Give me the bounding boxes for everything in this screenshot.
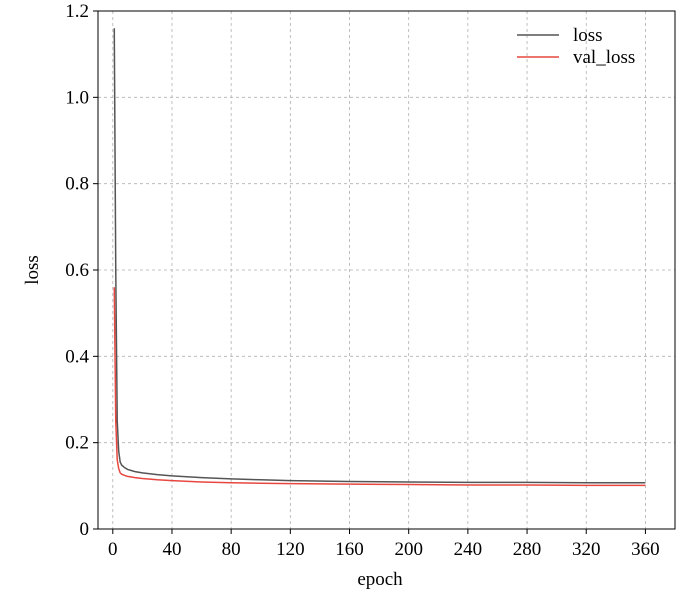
y-axis-label: loss: [22, 255, 43, 285]
y-tick-label: 1.2: [65, 1, 89, 22]
y-tick-label: 0: [80, 519, 90, 540]
x-axis-label: epoch: [357, 569, 403, 590]
x-tick-label: 360: [631, 539, 660, 560]
x-tick-label: 0: [108, 539, 118, 560]
y-tick-label: 0.2: [65, 433, 89, 454]
x-tick-label: 120: [276, 539, 305, 560]
x-tick-label: 160: [335, 539, 364, 560]
x-tick-label: 200: [394, 539, 423, 560]
x-tick-label: 320: [572, 539, 601, 560]
legend-label: loss: [573, 25, 603, 46]
x-tick-label: 280: [513, 539, 542, 560]
y-tick-label: 0.4: [65, 346, 89, 367]
line-series: [113, 28, 646, 484]
legend-label: val_loss: [573, 47, 635, 68]
x-tick-label: 40: [162, 539, 181, 560]
x-tick-label: 240: [454, 539, 483, 560]
y-tick-label: 0.8: [65, 174, 89, 195]
y-tick-label: 0.6: [65, 260, 89, 281]
y-tick-label: 1.0: [65, 87, 89, 108]
x-tick-label: 80: [222, 539, 241, 560]
plot-frame: [97, 10, 676, 530]
line-series: [113, 287, 646, 487]
